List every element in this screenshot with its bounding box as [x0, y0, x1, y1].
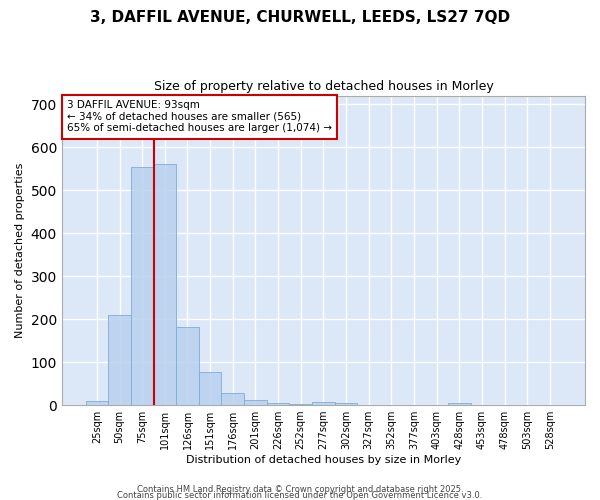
- Text: Contains HM Land Registry data © Crown copyright and database right 2025.: Contains HM Land Registry data © Crown c…: [137, 484, 463, 494]
- Y-axis label: Number of detached properties: Number of detached properties: [15, 162, 25, 338]
- Bar: [108, 315, 131, 405]
- Bar: [154, 164, 176, 405]
- Bar: [86, 401, 108, 405]
- Bar: [448, 404, 470, 405]
- Bar: [267, 403, 289, 405]
- Text: 3 DAFFIL AVENUE: 93sqm
← 34% of detached houses are smaller (565)
65% of semi-de: 3 DAFFIL AVENUE: 93sqm ← 34% of detached…: [67, 100, 332, 134]
- Bar: [199, 372, 221, 405]
- Bar: [131, 168, 154, 405]
- Bar: [244, 400, 267, 405]
- Title: Size of property relative to detached houses in Morley: Size of property relative to detached ho…: [154, 80, 493, 93]
- Text: 3, DAFFIL AVENUE, CHURWELL, LEEDS, LS27 7QD: 3, DAFFIL AVENUE, CHURWELL, LEEDS, LS27 …: [90, 10, 510, 25]
- Bar: [312, 402, 335, 405]
- Bar: [289, 404, 312, 405]
- X-axis label: Distribution of detached houses by size in Morley: Distribution of detached houses by size …: [186, 455, 461, 465]
- Bar: [335, 403, 358, 405]
- Bar: [221, 393, 244, 405]
- Bar: [176, 327, 199, 405]
- Text: Contains public sector information licensed under the Open Government Licence v3: Contains public sector information licen…: [118, 490, 482, 500]
